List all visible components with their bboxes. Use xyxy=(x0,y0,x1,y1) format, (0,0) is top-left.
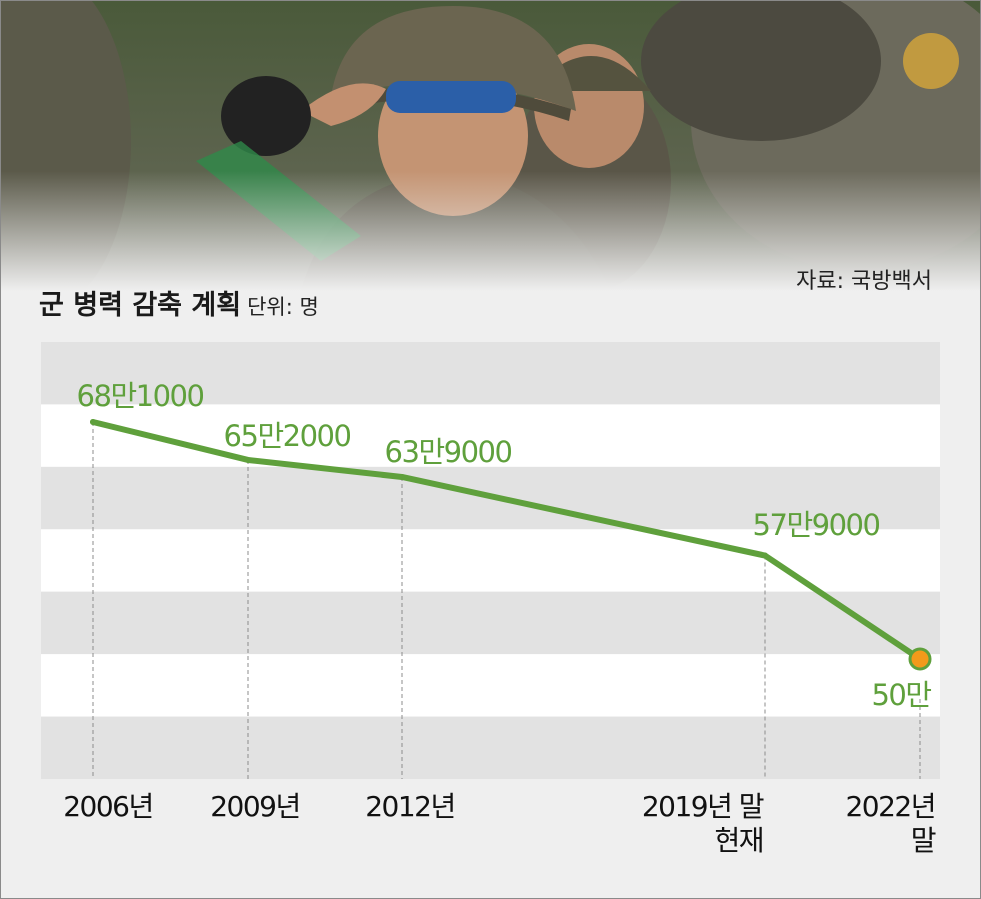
photo-fade-overlay xyxy=(1,171,980,291)
x-tick-label-line: 2012년 xyxy=(365,790,455,823)
data-label: 57만9000 xyxy=(753,508,880,542)
source-label: 자료: 국방백서 xyxy=(796,269,932,294)
grid-band xyxy=(41,654,940,717)
data-point xyxy=(762,552,768,559)
grid-band xyxy=(41,342,940,405)
data-label: 65만2000 xyxy=(224,419,351,453)
data-point xyxy=(90,419,96,425)
x-tick-label-line: 2019년 말 xyxy=(642,790,764,823)
x-tick-label: 2006년 xyxy=(63,790,153,823)
drop-lines xyxy=(92,422,921,779)
x-tick-label: 2019년 말 현재 xyxy=(642,790,764,857)
x-axis-tick-labels: 2006년 2009년 2012년 2019년 말 현재 2022년 말 xyxy=(63,790,937,857)
unit-label: 단위: 명 xyxy=(247,295,319,319)
grid-band xyxy=(41,529,940,592)
x-tick-label-line: 2006년 xyxy=(63,790,153,823)
x-tick-label-line: 2022년 xyxy=(845,790,935,823)
x-tick-label-line: 2009년 xyxy=(210,790,300,823)
grid-bands xyxy=(41,342,940,779)
x-tick-label: 2012년 xyxy=(365,790,455,823)
data-point xyxy=(245,456,251,463)
x-tick-label-line: 현재 xyxy=(714,824,763,857)
chart-header: 군 병력 감축 계획 단위: 명 xyxy=(39,283,319,322)
data-label: 68만1000 xyxy=(77,379,204,413)
grid-band xyxy=(41,591,940,655)
grid-band xyxy=(41,716,940,779)
x-tick-label: 2009년 xyxy=(210,790,300,823)
x-tick-label: 2022년 말 xyxy=(845,790,935,857)
x-tick-label-line: 말 xyxy=(911,824,936,857)
data-labels: 68만1000 65만2000 63만9000 57만9000 50만 xyxy=(77,379,933,712)
data-points xyxy=(90,419,932,671)
chart-title: 군 병력 감축 계획 xyxy=(39,290,242,321)
data-point xyxy=(399,473,405,480)
grid-band xyxy=(41,404,940,467)
data-point-highlight xyxy=(908,647,932,671)
data-label: 63만9000 xyxy=(385,435,512,469)
data-label: 50만 xyxy=(871,678,931,712)
